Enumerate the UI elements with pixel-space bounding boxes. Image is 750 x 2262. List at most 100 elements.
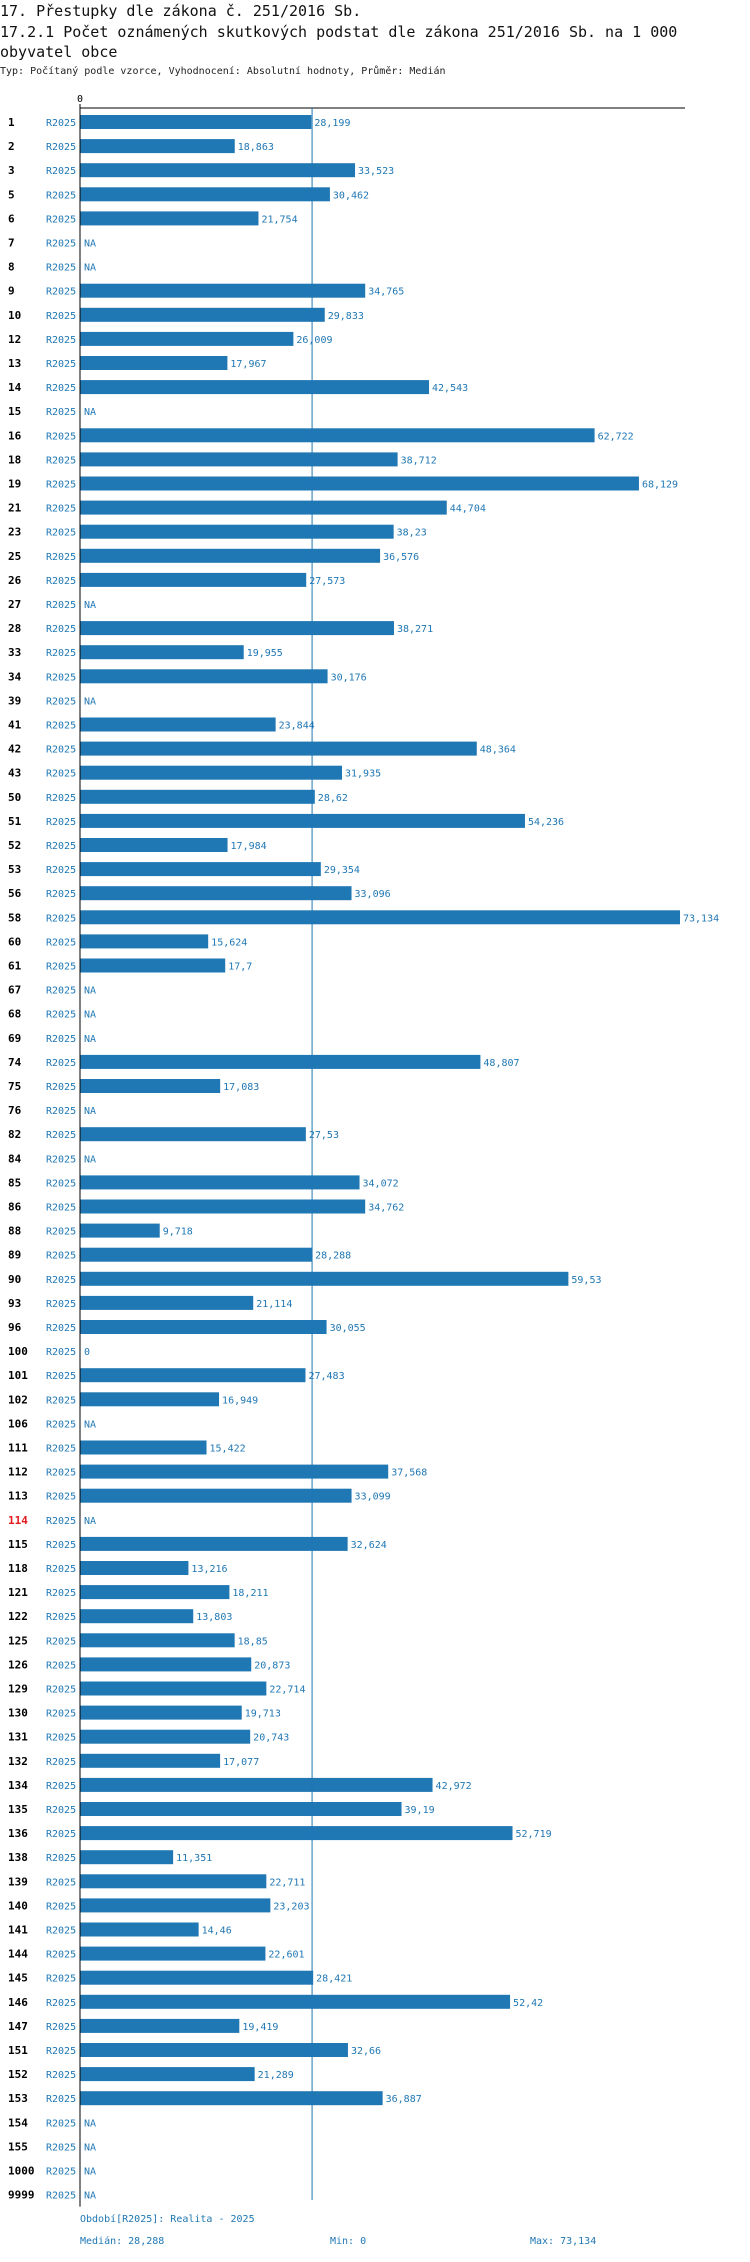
bar xyxy=(80,1392,220,1407)
row-period-label: R2025 xyxy=(46,1034,76,1045)
bar xyxy=(80,886,352,901)
row-period-label: R2025 xyxy=(46,1106,76,1117)
row-id-label: 42 xyxy=(8,743,21,756)
row-period-label: R2025 xyxy=(46,1058,76,1069)
row-id-label: 102 xyxy=(8,1393,28,1406)
row-period-label: R2025 xyxy=(46,263,76,274)
bar xyxy=(80,1657,252,1672)
bar-value-label: NA xyxy=(84,1034,96,1045)
row-id-label: 13 xyxy=(8,357,21,370)
bar-value-label: NA xyxy=(84,1154,96,1165)
row-period-label: R2025 xyxy=(46,1227,76,1238)
row-period-label: R2025 xyxy=(46,937,76,948)
row-period-label: R2025 xyxy=(46,1154,76,1165)
row-id-label: 19 xyxy=(8,478,21,491)
bar-value-label: 26,009 xyxy=(296,335,332,346)
bar-value-label: 30,055 xyxy=(330,1323,366,1334)
row-period-label: R2025 xyxy=(46,528,76,539)
row-period-label: R2025 xyxy=(46,1444,76,1455)
row-period-label: R2025 xyxy=(46,1709,76,1720)
bar-value-label: 13,216 xyxy=(191,1564,227,1575)
row-period-label: R2025 xyxy=(46,2094,76,2105)
bar xyxy=(80,958,226,973)
row-period-label: R2025 xyxy=(46,2191,76,2202)
bar-value-label: 9,718 xyxy=(163,1227,193,1238)
bar-value-label: 34,765 xyxy=(368,287,404,298)
bar xyxy=(80,524,394,539)
row-period-label: R2025 xyxy=(46,793,76,804)
bar xyxy=(80,1247,313,1262)
bar-value-label: 42,543 xyxy=(432,383,468,394)
row-id-label: 9 xyxy=(8,285,15,298)
row-period-label: R2025 xyxy=(46,1564,76,1575)
row-period-label: R2025 xyxy=(46,600,76,611)
bar xyxy=(80,2067,255,2082)
row-id-label: 75 xyxy=(8,1080,21,1093)
bar xyxy=(80,1585,230,1600)
bar xyxy=(80,813,525,828)
bar-value-label: 27,573 xyxy=(309,576,345,587)
bar-value-label: 21,754 xyxy=(261,214,297,225)
row-id-label: 23 xyxy=(8,526,21,539)
bar-value-label: 22,711 xyxy=(269,1877,305,1888)
bar xyxy=(80,476,639,491)
bar-value-label: 52,719 xyxy=(516,1829,552,1840)
bar-value-label: 28,421 xyxy=(316,1974,352,1985)
row-id-label: 5 xyxy=(8,188,15,201)
bar-value-label: 30,176 xyxy=(331,672,367,683)
row-period-label: R2025 xyxy=(46,1203,76,1214)
row-id-label: 145 xyxy=(8,1972,28,1985)
row-id-label: 134 xyxy=(8,1779,28,1792)
footer-median: Medián: 28,288 xyxy=(80,2236,165,2247)
row-period-label: R2025 xyxy=(46,1685,76,1696)
bar-value-label: 15,624 xyxy=(211,937,247,948)
row-id-label: 155 xyxy=(8,2140,28,2153)
bar xyxy=(80,500,447,515)
bar xyxy=(80,1970,314,1985)
bar xyxy=(80,1802,402,1816)
bar-value-label: NA xyxy=(84,986,96,997)
row-period-label: R2025 xyxy=(46,407,76,418)
bar xyxy=(80,1488,352,1503)
bar xyxy=(80,621,394,636)
row-period-label: R2025 xyxy=(46,745,76,756)
bar xyxy=(80,1320,327,1334)
row-id-label: 2 xyxy=(8,140,15,153)
row-period-label: R2025 xyxy=(46,1829,76,1840)
row-id-label: 152 xyxy=(8,2068,28,2081)
bar-value-label: 30,462 xyxy=(333,190,369,201)
bar xyxy=(80,1681,267,1696)
bar xyxy=(80,1536,348,1551)
row-id-label: 82 xyxy=(8,1128,21,1141)
row-id-label: 9999 xyxy=(8,2189,35,2202)
row-period-label: R2025 xyxy=(46,1130,76,1141)
bar-value-label: 36,576 xyxy=(383,552,419,563)
bar xyxy=(80,1464,389,1479)
bar-value-label: NA xyxy=(84,1106,96,1117)
bar xyxy=(80,765,342,780)
bar xyxy=(80,789,315,804)
row-period-label: R2025 xyxy=(46,1251,76,1262)
bar-value-label: NA xyxy=(84,407,96,418)
bar-value-label: 38,712 xyxy=(401,455,437,466)
row-id-label: 25 xyxy=(8,550,21,563)
bar xyxy=(80,139,235,154)
bar-value-label: 29,354 xyxy=(324,865,360,876)
row-id-label: 58 xyxy=(8,911,21,924)
bar xyxy=(80,1079,221,1093)
row-period-label: R2025 xyxy=(46,142,76,153)
row-id-label: 33 xyxy=(8,646,21,659)
bar-value-label: 11,351 xyxy=(176,1853,212,1864)
row-id-label: 154 xyxy=(8,2116,28,2129)
row-id-label: 89 xyxy=(8,1249,21,1262)
chart-title: 17. Přestupky dle zákona č. 251/2016 Sb. xyxy=(0,2,362,20)
bar-value-label: 28,62 xyxy=(318,793,348,804)
bar xyxy=(80,331,294,346)
bar xyxy=(80,669,328,684)
zero-tick-label: 0 xyxy=(77,94,83,105)
bar-value-label: 38,271 xyxy=(397,624,433,635)
row-period-label: R2025 xyxy=(46,696,76,707)
bar xyxy=(80,1633,235,1648)
row-period-label: R2025 xyxy=(46,1468,76,1479)
